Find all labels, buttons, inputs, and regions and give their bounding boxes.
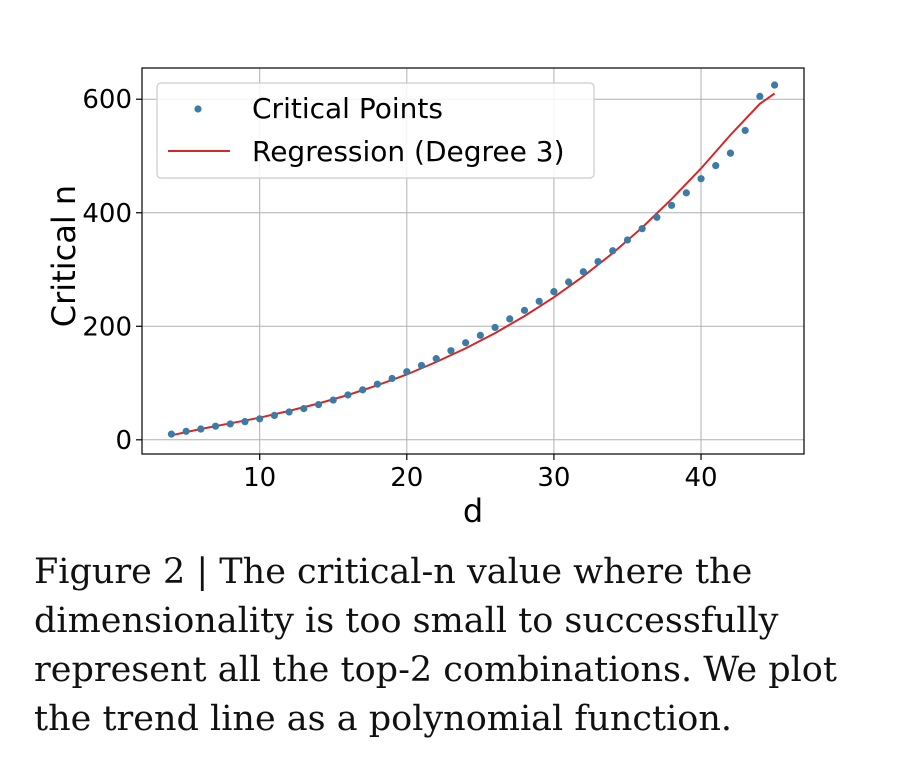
data-point	[182, 427, 190, 435]
data-point	[417, 361, 426, 370]
data-point	[344, 391, 352, 399]
data-point	[741, 126, 749, 135]
data-point	[314, 401, 323, 409]
legend-box	[156, 82, 595, 179]
data-point	[211, 422, 220, 430]
data-point	[462, 339, 470, 347]
data-point	[682, 189, 690, 197]
legend-label-critical-points: Critical Points	[252, 92, 443, 125]
data-point	[432, 355, 440, 363]
data-point	[226, 420, 234, 428]
legend-marker-critical-points	[194, 105, 202, 113]
data-point	[447, 347, 455, 355]
data-point	[491, 323, 499, 332]
data-point	[712, 162, 720, 170]
x-axis-label: d	[463, 492, 483, 530]
data-point	[506, 315, 514, 323]
plot-content	[167, 81, 779, 438]
data-point	[300, 404, 308, 413]
data-point	[609, 247, 617, 255]
data-point	[697, 175, 705, 183]
y-tick-label: 0	[115, 426, 132, 456]
data-point	[167, 430, 176, 438]
data-point	[285, 408, 293, 416]
legend: Critical Points Regression (Degree 3)	[156, 82, 595, 179]
data-point	[388, 374, 396, 383]
data-point	[550, 288, 558, 296]
data-point	[668, 201, 676, 209]
legend-label-regression: Regression (Degree 3)	[252, 135, 565, 168]
x-tick-label: 30	[537, 463, 570, 493]
y-tick-label: 400	[82, 199, 132, 229]
data-point	[197, 425, 205, 433]
data-point	[373, 380, 381, 388]
data-point	[256, 415, 264, 423]
data-point	[476, 331, 484, 339]
data-point	[638, 225, 646, 233]
plot-frame	[141, 67, 805, 455]
data-point	[653, 213, 661, 221]
x-tick-label: 20	[390, 463, 423, 493]
data-point	[756, 92, 764, 100]
x-tick-label: 10	[243, 463, 276, 493]
data-point	[270, 411, 278, 419]
x-tick-label: 40	[684, 463, 717, 493]
y-tick-label: 600	[82, 85, 132, 115]
data-point	[403, 368, 411, 376]
data-point	[594, 257, 602, 266]
data-point	[329, 396, 337, 404]
data-point	[579, 268, 587, 276]
y-axis-label: Critical n	[45, 185, 83, 327]
y-tick-label: 200	[82, 312, 132, 342]
data-point	[726, 149, 735, 157]
data-point	[241, 418, 249, 426]
data-point	[770, 81, 779, 89]
data-point	[359, 386, 367, 394]
data-point	[520, 306, 529, 314]
figure-caption: Figure 2 | The critical-n value where th…	[34, 552, 837, 739]
data-point	[565, 278, 573, 286]
data-point	[535, 297, 543, 305]
data-point	[623, 236, 632, 244]
